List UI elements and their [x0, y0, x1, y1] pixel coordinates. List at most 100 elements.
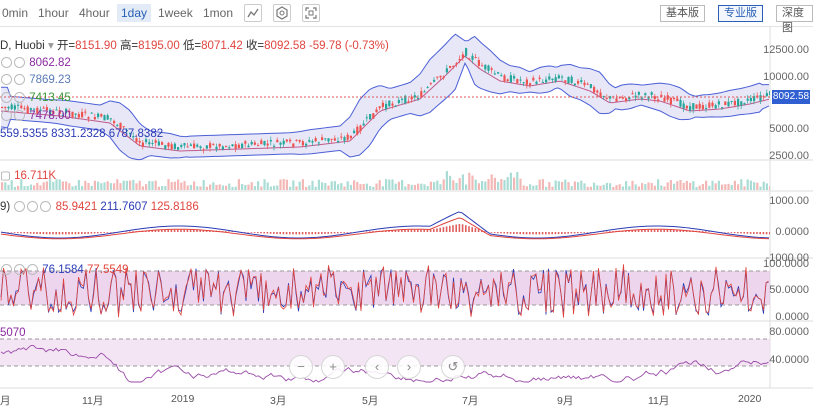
macd-bar: [308, 232, 310, 235]
boll-legend: 559.5355 8331.2328 6787.8382: [0, 128, 164, 140]
interval-0min[interactable]: 0min: [2, 6, 29, 20]
macd-bar: [743, 232, 745, 234]
macd-bar: [564, 232, 566, 234]
candle-body: [586, 83, 589, 85]
view-depth-button[interactable]: 深度图: [776, 5, 813, 34]
fullscreen-icon[interactable]: [302, 4, 320, 22]
macd-bar: [471, 227, 473, 232]
candle-body: [426, 86, 429, 88]
change-value: -59.78 (-0.73%): [308, 40, 389, 52]
candle-body: [103, 115, 106, 121]
indicator-icon[interactable]: [244, 4, 262, 22]
candle-body: [311, 141, 314, 143]
candle-body: [737, 99, 740, 106]
zoom-in-button[interactable]: +: [321, 355, 345, 379]
candle-body: [765, 93, 768, 97]
macd-bar: [282, 232, 285, 235]
macd-bar: [314, 232, 317, 235]
kdj-tick: 0.0000: [775, 311, 809, 323]
macd-bar: [455, 224, 457, 232]
low-value: 8071.42: [201, 40, 243, 52]
candle-body: [561, 76, 564, 78]
volume-bar: [762, 181, 765, 190]
candle-body: [183, 143, 186, 146]
macd-bar: [730, 232, 733, 233]
volume-bar: [525, 186, 528, 190]
candle-body: [711, 102, 714, 107]
candle-body: [145, 139, 148, 143]
interval-4hour[interactable]: 4hour: [79, 6, 110, 20]
interval-1mon[interactable]: 1mon: [203, 6, 234, 20]
volume-bar: [737, 184, 740, 190]
volume-bar: [417, 183, 420, 190]
macd-bar: [257, 232, 259, 234]
volume-bar: [458, 178, 461, 190]
candle-body: [77, 114, 80, 118]
view-basic-button[interactable]: 基本版: [660, 5, 705, 22]
candle-body: [429, 83, 432, 85]
interval-1hour[interactable]: 1hour: [38, 6, 69, 20]
macd-bar: [157, 229, 160, 232]
macd-bar: [477, 229, 480, 232]
candle-body: [689, 106, 692, 111]
volume-bar: [215, 184, 218, 190]
volume-bar: [381, 186, 384, 190]
volume-bar: [161, 186, 164, 190]
volume-bar: [487, 179, 490, 190]
candle-body: [698, 103, 701, 109]
candle-body: [413, 95, 416, 98]
macd-bar: [561, 232, 563, 234]
volume-bar: [394, 183, 397, 190]
macd-bar: [708, 231, 710, 232]
volume-bar: [266, 182, 269, 190]
volume-bar: [298, 181, 301, 190]
volume-bar: [586, 186, 589, 190]
volume-bar: [682, 182, 685, 190]
volume-bar: [193, 181, 196, 190]
scroll-right-button[interactable]: ›: [397, 355, 421, 379]
macd-bar: [497, 232, 499, 234]
volume-bar: [477, 183, 480, 190]
reset-button[interactable]: ↺: [441, 355, 465, 379]
volume-bar: [471, 175, 474, 190]
macd-bar: [650, 229, 653, 232]
candle-body: [721, 107, 724, 109]
candle-body: [269, 140, 272, 142]
volume-bar: [151, 181, 154, 190]
volume-bar: [231, 186, 234, 190]
last-price-tag: 8092.58: [772, 90, 810, 104]
candle-body: [26, 106, 29, 114]
volume-bar: [122, 180, 125, 190]
interval-1day[interactable]: 1day: [117, 4, 152, 22]
candle-body: [167, 142, 170, 147]
volume-bar: [449, 175, 452, 190]
chart-canvas[interactable]: [0, 27, 813, 420]
settings-icon[interactable]: [273, 4, 291, 22]
volume-bar: [618, 184, 621, 190]
interval-1week[interactable]: 1week: [158, 6, 193, 20]
volume-bar: [77, 179, 80, 190]
macd-bar: [701, 231, 704, 232]
macd-tick: -1000.00: [765, 252, 809, 264]
candle-body: [593, 86, 596, 93]
candle-body: [247, 145, 250, 148]
macd-bar: [634, 229, 637, 232]
zoom-out-button[interactable]: −: [289, 355, 313, 379]
candle-body: [93, 117, 96, 120]
volume-bar: [705, 180, 708, 190]
view-pro-button[interactable]: 专业版: [718, 5, 763, 22]
volume-bar: [237, 179, 240, 190]
macd-bar: [225, 231, 227, 232]
candle-body: [455, 63, 458, 65]
volume-bar: [452, 180, 455, 190]
macd-bar: [429, 229, 432, 232]
volume-bar: [532, 185, 535, 190]
volume-bar: [749, 180, 752, 190]
candle-body: [253, 142, 256, 145]
scroll-left-button[interactable]: ‹: [365, 355, 389, 379]
candle-body: [487, 65, 490, 71]
candle-body: [52, 110, 55, 115]
candle-body: [570, 76, 573, 83]
macd-tick: 0.0000: [775, 226, 809, 238]
macd-bar: [449, 225, 451, 232]
